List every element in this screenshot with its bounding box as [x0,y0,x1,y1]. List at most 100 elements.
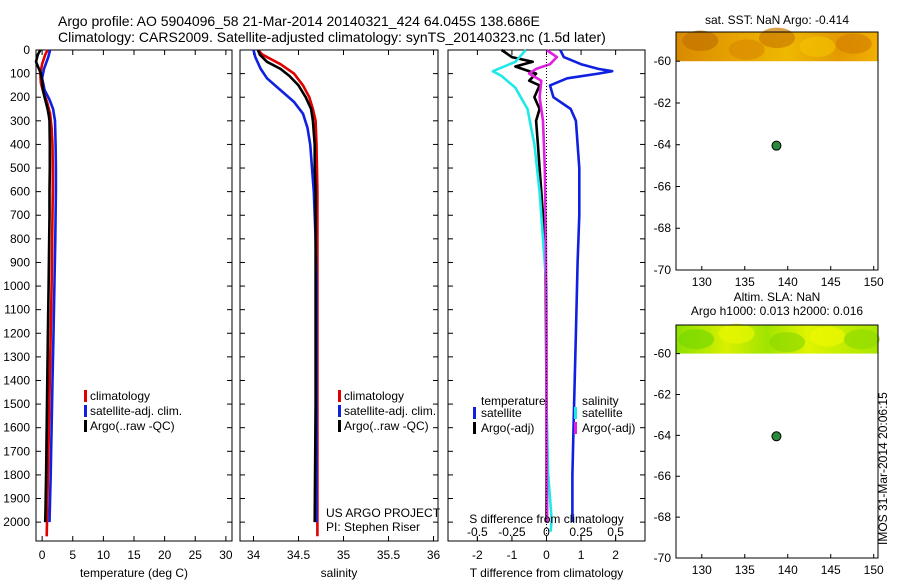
depth-tick-label: 1500 [3,397,30,411]
difference-series-line-0 [548,49,614,523]
difference-s-axis-label: S difference from climatology [469,512,624,526]
sla_map-data-texture [769,332,806,353]
sst_map-y-tick-label: -60 [654,54,672,68]
difference-legend-left-swatch [473,407,476,419]
difference-x-tick-label: -1 [507,548,518,562]
pi-annotation: PI: Stephen Riser [326,520,420,534]
depth-tick-label: 200 [10,90,30,104]
sst_map-y-tick-label: -70 [654,263,672,277]
sst_map-x-tick-label: 150 [864,275,884,289]
difference-legend-right-label: Argo(-adj) [582,421,635,435]
temperature-x-tick-label: 25 [189,548,203,562]
difference-series-line-1 [500,48,548,523]
sst_map-argo-marker [771,140,782,151]
depth-tick-label: 0 [23,43,30,57]
project-annotation: US ARGO PROJECT [326,506,441,520]
salinity-panel: 34 34.5 35 35.5 36 salinity climatologysatelli… [239,49,441,580]
salinity-series-line-2 [256,49,317,523]
temperature-legend-label: Argo(..raw -QC) [90,419,175,433]
temperature-legend-swatch [84,405,87,417]
sla_map-x-tick-label: 130 [692,563,712,577]
depth-tick-label: 1600 [3,421,30,435]
temperature-plot-frame [35,49,233,542]
sla_map-y-tick-label: -70 [654,551,672,565]
depth-tick-label: 700 [10,208,30,222]
salinity-legend-swatch [338,390,341,402]
sla_map-plot-frame [675,324,879,559]
depth-tick-label: 2000 [3,515,30,529]
temperature-legend-swatch [84,390,87,402]
sla-map-title: Altim. SLA: NaN [734,290,821,304]
difference-x-axis-label: T difference from climatology [470,566,624,580]
salinity-x-tick-label: 34 [247,548,261,562]
difference-legend-left-title: temperature [481,394,546,408]
difference-series-line-3 [527,48,559,523]
difference-x-tick-label: 0 [543,548,550,562]
depth-tick-label: 900 [10,255,30,269]
depth-tick-label: 100 [10,67,30,81]
depth-tick-label: 1300 [3,350,30,364]
difference-s-tick-label: -0.25 [498,525,526,539]
depth-tick-label: 300 [10,114,30,128]
difference-legend-right-title: salinity [582,394,619,408]
sst_map-data-texture [728,39,765,60]
difference-legend-left-swatch [473,422,476,434]
depth-tick-label: 1900 [3,492,30,506]
depth-tick-label: 1400 [3,373,30,387]
depth-tick-label: 1100 [4,303,30,317]
side-timestamp: IMOS 31-Mar-2014 20:06:15 [876,392,890,545]
sst_map-data-texture [759,27,795,49]
sst_map-x-tick-label: 135 [735,275,755,289]
salinity-x-tick-label: 35.5 [377,548,401,562]
sla_map-y-tick-label: -68 [654,510,672,524]
temperature-x-tick-label: 15 [127,548,141,562]
sst_map-x-tick-label: 130 [692,275,712,289]
depth-tick-label: 1000 [3,279,30,293]
sla_map-x-tick-label: 150 [864,563,884,577]
salinity-x-tick-label: 36 [427,548,441,562]
salinity-series-line-1 [252,49,318,523]
temperature-x-tick-label: 10 [97,548,111,562]
salinity-legend-label: climatology [344,389,404,403]
salinity-series-line-0 [257,49,319,537]
temperature-x-tick-label: 0 [39,548,46,562]
sla_map-x-tick-label: 135 [735,563,755,577]
salinity-x-tick-label: 34.5 [287,548,311,562]
sla_map-data-texture [809,326,846,347]
depth-tick-label: 800 [10,232,30,246]
sst_map-plot-frame [675,31,879,271]
depth-tick-label: 400 [10,137,30,151]
salinity-legend-label: Argo(..raw -QC) [344,419,429,433]
sst_map-y-tick-label: -62 [654,96,672,110]
depth-tick-label: 1700 [3,444,30,458]
difference-s-tick-label: 0.25 [569,525,593,539]
salinity-x-tick-label: 35 [337,548,351,562]
sla_map-y-tick-label: -60 [654,347,672,361]
salinity-legend-label: satellite-adj. clim. [344,404,436,418]
sla_map-y-tick-label: -62 [654,387,672,401]
temperature-x-tick-label: 30 [219,548,233,562]
temperature-x-axis-label: temperature (deg C) [80,566,188,580]
depth-tick-label: 500 [10,161,30,175]
sla_map-argo-marker [771,431,782,442]
difference-panel: -2 -1 0 1 2 T difference from climatology -0.5… [447,48,646,580]
temperature-legend-label: satellite-adj. clim. [90,404,182,418]
temperature-x-tick-label: 20 [158,548,172,562]
temperature-panel: 0 5 10 15 20 25 30 temperature (deg C) 0 100 200 30… [3,43,233,580]
sla-map-panel: 130 135 140 145 150 -60 -62 -64 -66 -68 -70 Altim. … [654,290,884,577]
depth-tick-label: 1800 [3,468,30,482]
header-line-2: Climatology: CARS2009. Satellite-adjuste… [58,29,606,45]
depth-tick-label: 600 [10,185,30,199]
sla-map-subtitle: Argo h1000: 0.013 h2000: 0.016 [691,304,863,318]
sla_map-x-tick-label: 140 [778,563,798,577]
temperature-x-tick-label: 5 [69,548,76,562]
difference-s-tick-label: -0.5 [467,525,488,539]
salinity-x-axis-label: salinity [321,566,358,580]
sla_map-data-texture [718,323,755,344]
sst_map-data-texture [682,30,719,51]
header-line-1: Argo profile: AO 5904096_58 21-Mar-2014 … [58,13,540,29]
difference-s-tick-label: 0.5 [607,525,624,539]
sst-map-panel: 130 135 140 145 150 -60 -62 -64 -66 -68 -70 sat. SS… [654,13,884,289]
difference-x-tick-label: 1 [578,548,585,562]
